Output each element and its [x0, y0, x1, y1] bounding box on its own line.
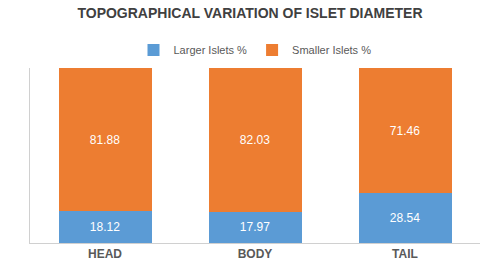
svg-text:18.12: 18.12 [90, 220, 120, 234]
svg-text:Larger Islets %: Larger Islets % [174, 44, 248, 56]
svg-text:17.97: 17.97 [240, 220, 270, 234]
svg-text:TAIL: TAIL [392, 247, 418, 261]
svg-text:Smaller Islets %: Smaller Islets % [292, 44, 371, 56]
svg-text:71.46: 71.46 [390, 124, 420, 138]
svg-text:82.03: 82.03 [240, 133, 270, 147]
svg-text:HEAD: HEAD [88, 247, 122, 261]
svg-text:BODY: BODY [238, 247, 273, 261]
svg-text:28.54: 28.54 [390, 211, 420, 225]
svg-text:TOPOGRAPHICAL VARIATION OF ISL: TOPOGRAPHICAL VARIATION OF ISLET DIAMETE… [77, 5, 422, 21]
svg-text:81.88: 81.88 [90, 133, 120, 147]
